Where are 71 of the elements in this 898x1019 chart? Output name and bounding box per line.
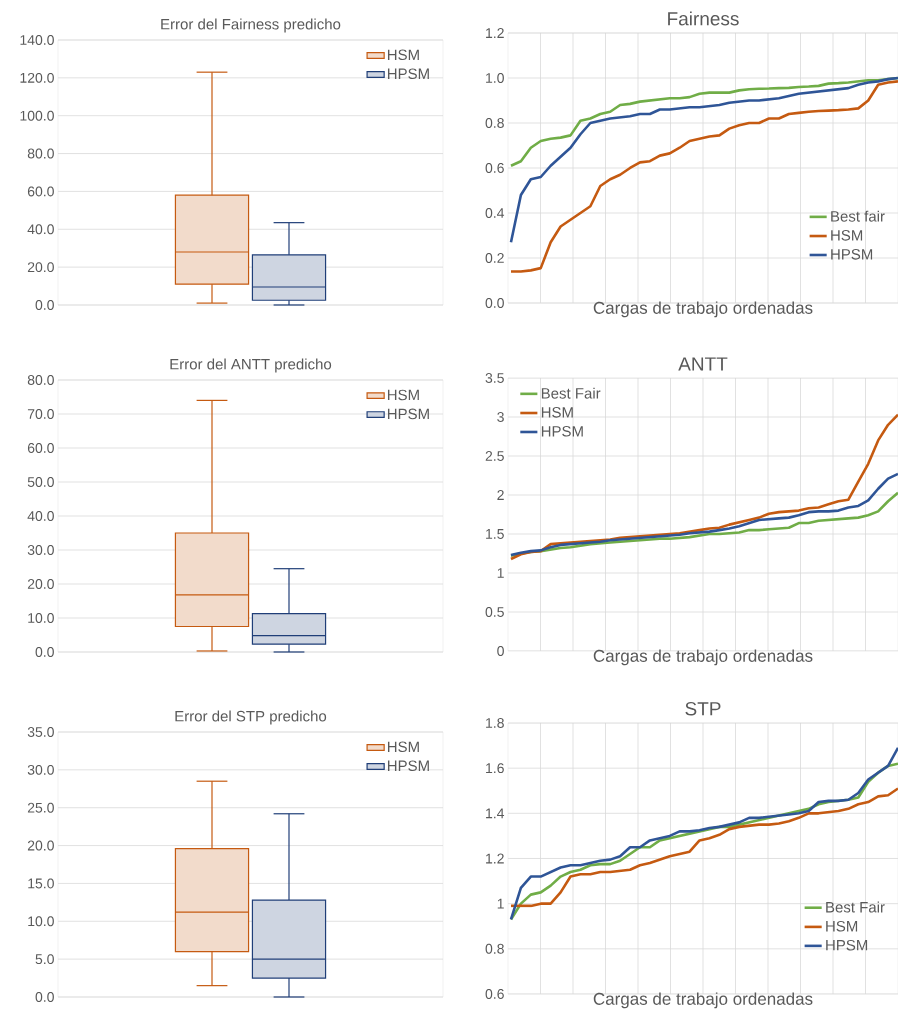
legend-label: HSM	[387, 389, 419, 401]
y-tick-label: 30.0	[27, 545, 54, 555]
legend-label: HSM	[387, 741, 419, 753]
legend-label: HSM	[826, 920, 858, 932]
y-tick-label: 2.5	[485, 451, 504, 461]
legend-label: HPSM	[387, 760, 429, 772]
y-tick-label: 0.6	[485, 163, 504, 173]
y-tick-label: 1.6	[486, 763, 504, 774]
y-tick-label: 70.0	[27, 409, 54, 419]
y-tick-label: 1.5	[486, 529, 504, 539]
legend-label: HSM	[387, 49, 419, 61]
y-tick-label: 1	[497, 568, 504, 578]
chart-title: STP	[685, 702, 721, 716]
y-tick-label: 10.0	[28, 916, 54, 927]
x-axis-title: Cargas de trabajo ordenadas	[593, 301, 813, 318]
legend-label: Best Fair	[826, 901, 885, 913]
y-tick-label: 60.0	[27, 443, 54, 453]
legend-label: HPSM	[826, 939, 868, 951]
y-tick-label: 40.0	[27, 511, 54, 521]
y-tick-label: 35.0	[27, 727, 54, 737]
y-tick-label: 30.0	[27, 764, 54, 775]
y-tick-label: 50.0	[27, 477, 54, 487]
chart-title: Error del Fairness predicho	[161, 18, 341, 33]
y-tick-label: 1	[497, 898, 504, 909]
chart-title: Error del ANTT predicho	[170, 358, 332, 373]
y-tick-label: 0.5	[485, 607, 504, 617]
legend-label: HPSM	[541, 425, 583, 437]
x-axis-title: Cargas de trabajo ordenadas	[593, 649, 813, 666]
y-tick-label: 40.0	[27, 224, 54, 235]
legend-label: HPSM	[831, 249, 873, 260]
y-tick-label: 0.6	[485, 989, 504, 999]
y-tick-label: 20.0	[27, 262, 54, 273]
y-tick-label: 2	[497, 490, 504, 500]
y-tick-label: 20.0	[27, 579, 54, 589]
legend-label: HPSM	[387, 68, 429, 80]
y-tick-label: 100.0	[20, 110, 54, 121]
chart-title: ANTT	[678, 357, 728, 371]
y-tick-label: 5.0	[35, 954, 54, 965]
y-tick-label: 1.8	[486, 718, 504, 728]
legend-label: Best Fair	[541, 387, 601, 399]
y-tick-label: 120.0	[20, 72, 54, 83]
y-tick-label: 60.0	[27, 186, 54, 197]
y-tick-label: 0.0	[485, 298, 504, 308]
x-axis-title: Cargas de trabajo ordenadas	[593, 992, 813, 1009]
y-tick-label: 0	[497, 646, 504, 656]
y-tick-label: 0.0	[35, 992, 54, 1002]
y-tick-label: 80.0	[27, 375, 54, 385]
y-tick-label: 80.0	[27, 148, 54, 159]
y-tick-label: 1.0	[486, 73, 504, 83]
y-tick-label: 0.0	[35, 300, 54, 310]
y-tick-label: 140.0	[20, 35, 54, 45]
y-tick-label: 0.2	[485, 253, 504, 263]
legend-label: HPSM	[387, 408, 429, 420]
y-tick-label: 20.0	[27, 840, 54, 851]
y-tick-label: 1.4	[486, 808, 505, 819]
y-tick-label: 25.0	[27, 802, 54, 813]
legend-label: HSM	[541, 407, 573, 418]
y-tick-label: 0.0	[35, 647, 54, 657]
chart-title: Error del STP predicho	[175, 710, 327, 725]
y-tick-label: 3	[497, 412, 504, 422]
y-tick-label: 15.0	[28, 878, 54, 889]
y-tick-label: 10.0	[28, 613, 54, 623]
legend-label: Best fair	[831, 210, 885, 222]
y-tick-label: 1.2	[486, 853, 504, 864]
y-tick-label: 0.8	[485, 943, 504, 954]
y-tick-label: 3.5	[485, 373, 504, 383]
legend-label: HSM	[831, 230, 863, 241]
chart-title: Fairness	[668, 11, 739, 26]
y-tick-label: 1.2	[486, 28, 504, 38]
y-tick-label: 0.8	[485, 118, 504, 128]
y-tick-label: 0.4	[485, 208, 505, 218]
